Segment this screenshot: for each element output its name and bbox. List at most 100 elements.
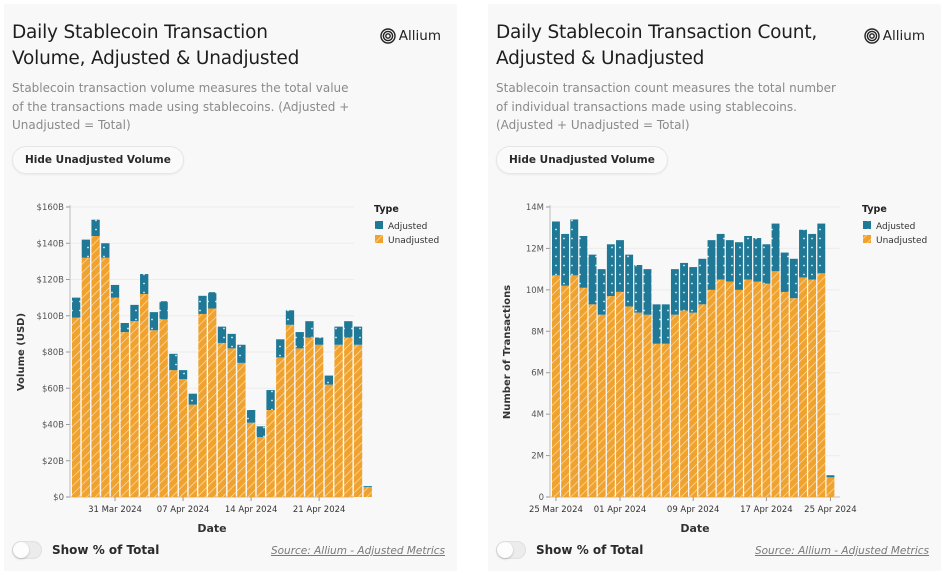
bar-unadjusted[interactable] xyxy=(808,279,817,498)
bar-unadjusted[interactable] xyxy=(110,297,120,497)
bar-adjusted[interactable] xyxy=(808,233,817,280)
legend-label[interactable]: Unadjusted xyxy=(388,236,439,246)
bar-unadjusted[interactable] xyxy=(344,337,353,498)
bar-adjusted[interactable] xyxy=(616,240,624,292)
bar-adjusted[interactable] xyxy=(570,219,579,276)
bar-adjusted[interactable] xyxy=(817,223,826,274)
bar-unadjusted[interactable] xyxy=(276,357,285,497)
bar-unadjusted[interactable] xyxy=(334,344,343,497)
bar-adjusted[interactable] xyxy=(227,333,236,349)
bar-unadjusted[interactable] xyxy=(237,362,246,497)
bar-unadjusted[interactable] xyxy=(588,304,597,497)
bar-adjusted[interactable] xyxy=(130,304,139,322)
bar-unadjusted[interactable] xyxy=(363,487,372,497)
bar-unadjusted[interactable] xyxy=(295,348,304,497)
bar-adjusted[interactable] xyxy=(561,233,570,286)
switch-knob[interactable] xyxy=(497,542,513,558)
bar-adjusted[interactable] xyxy=(101,243,110,258)
bar-adjusted[interactable] xyxy=(780,252,789,292)
bar-unadjusted[interactable] xyxy=(266,410,275,497)
bar-unadjusted[interactable] xyxy=(169,370,178,497)
bar-adjusted[interactable] xyxy=(670,269,679,315)
bar-unadjusted[interactable] xyxy=(227,348,236,497)
legend-swatch-unadjusted[interactable] xyxy=(863,235,871,243)
bar-unadjusted[interactable] xyxy=(799,277,807,497)
bar-adjusted[interactable] xyxy=(91,219,100,236)
bar-adjusted[interactable] xyxy=(689,267,698,313)
percent-switch[interactable] xyxy=(12,541,42,559)
bar-unadjusted[interactable] xyxy=(616,291,624,497)
bar-adjusted[interactable] xyxy=(716,233,725,280)
bar-adjusted[interactable] xyxy=(149,312,159,331)
bar-unadjusted[interactable] xyxy=(159,319,168,497)
bar-unadjusted[interactable] xyxy=(689,312,698,497)
bar-unadjusted[interactable] xyxy=(643,314,652,497)
bar-adjusted[interactable] xyxy=(826,475,835,478)
bar-adjusted[interactable] xyxy=(652,304,661,344)
bar-unadjusted[interactable] xyxy=(561,285,570,497)
legend-label[interactable]: Unadjusted xyxy=(876,236,927,246)
bar-unadjusted[interactable] xyxy=(130,321,139,497)
bar-unadjusted[interactable] xyxy=(72,317,81,497)
bar-unadjusted[interactable] xyxy=(178,379,188,497)
bar-adjusted[interactable] xyxy=(198,295,207,314)
bar-unadjusted[interactable] xyxy=(353,344,363,497)
bar-adjusted[interactable] xyxy=(305,321,314,338)
bar-adjusted[interactable] xyxy=(707,240,716,290)
bar-adjusted[interactable] xyxy=(72,297,81,318)
bar-adjusted[interactable] xyxy=(588,254,597,305)
bar-unadjusted[interactable] xyxy=(140,294,149,497)
bar-unadjusted[interactable] xyxy=(246,422,256,497)
bar-unadjusted[interactable] xyxy=(120,332,129,497)
bar-unadjusted[interactable] xyxy=(570,275,579,497)
bar-adjusted[interactable] xyxy=(140,274,149,294)
bar-unadjusted[interactable] xyxy=(625,306,634,497)
bar-adjusted[interactable] xyxy=(625,254,634,307)
legend-swatch-adjusted[interactable] xyxy=(863,221,871,229)
bar-adjusted[interactable] xyxy=(256,426,265,438)
bar-unadjusted[interactable] xyxy=(771,271,780,497)
bar-unadjusted[interactable] xyxy=(315,344,324,497)
bar-unadjusted[interactable] xyxy=(762,283,771,497)
bar-unadjusted[interactable] xyxy=(256,437,265,497)
bar-unadjusted[interactable] xyxy=(707,289,716,497)
bar-adjusted[interactable] xyxy=(552,221,560,276)
legend-label[interactable]: Adjusted xyxy=(876,222,915,232)
bar-unadjusted[interactable] xyxy=(101,257,110,497)
bar-unadjusted[interactable] xyxy=(149,330,159,497)
bar-adjusted[interactable] xyxy=(120,323,129,333)
bar-adjusted[interactable] xyxy=(237,344,246,363)
bar-adjusted[interactable] xyxy=(634,265,643,313)
bar-unadjusted[interactable] xyxy=(552,275,560,497)
bar-adjusted[interactable] xyxy=(725,240,734,282)
hide-unadjusted-button[interactable]: Hide Unadjusted Volume xyxy=(12,146,184,174)
source-link[interactable]: Source: Allium - Adjusted Metrics xyxy=(754,545,929,557)
bar-unadjusted[interactable] xyxy=(680,310,688,497)
bar-unadjusted[interactable] xyxy=(652,343,661,497)
show-percent-toggle[interactable]: Show % of Total xyxy=(12,541,159,559)
bar-adjusted[interactable] xyxy=(285,310,295,325)
bar-unadjusted[interactable] xyxy=(716,279,725,498)
bar-unadjusted[interactable] xyxy=(208,308,217,498)
bar-unadjusted[interactable] xyxy=(606,296,615,497)
switch-knob[interactable] xyxy=(13,542,29,558)
bar-unadjusted[interactable] xyxy=(91,236,100,497)
bar-unadjusted[interactable] xyxy=(789,298,798,497)
bar-unadjusted[interactable] xyxy=(817,273,826,497)
bar-unadjusted[interactable] xyxy=(735,289,743,497)
bar-adjusted[interactable] xyxy=(353,326,363,345)
bar-unadjusted[interactable] xyxy=(753,281,762,497)
bar-unadjusted[interactable] xyxy=(285,324,295,497)
hide-unadjusted-button[interactable]: Hide Unadjusted Volume xyxy=(496,146,668,174)
bar-adjusted[interactable] xyxy=(344,321,353,338)
bar-unadjusted[interactable] xyxy=(744,279,753,498)
bar-adjusted[interactable] xyxy=(735,242,743,290)
bar-adjusted[interactable] xyxy=(606,244,615,297)
bar-unadjusted[interactable] xyxy=(81,257,91,497)
bar-adjusted[interactable] xyxy=(208,292,217,309)
bar-adjusted[interactable] xyxy=(169,353,178,371)
bar-adjusted[interactable] xyxy=(680,262,688,311)
bar-unadjusted[interactable] xyxy=(670,314,679,497)
bar-adjusted[interactable] xyxy=(81,239,91,258)
bar-adjusted[interactable] xyxy=(597,269,606,315)
